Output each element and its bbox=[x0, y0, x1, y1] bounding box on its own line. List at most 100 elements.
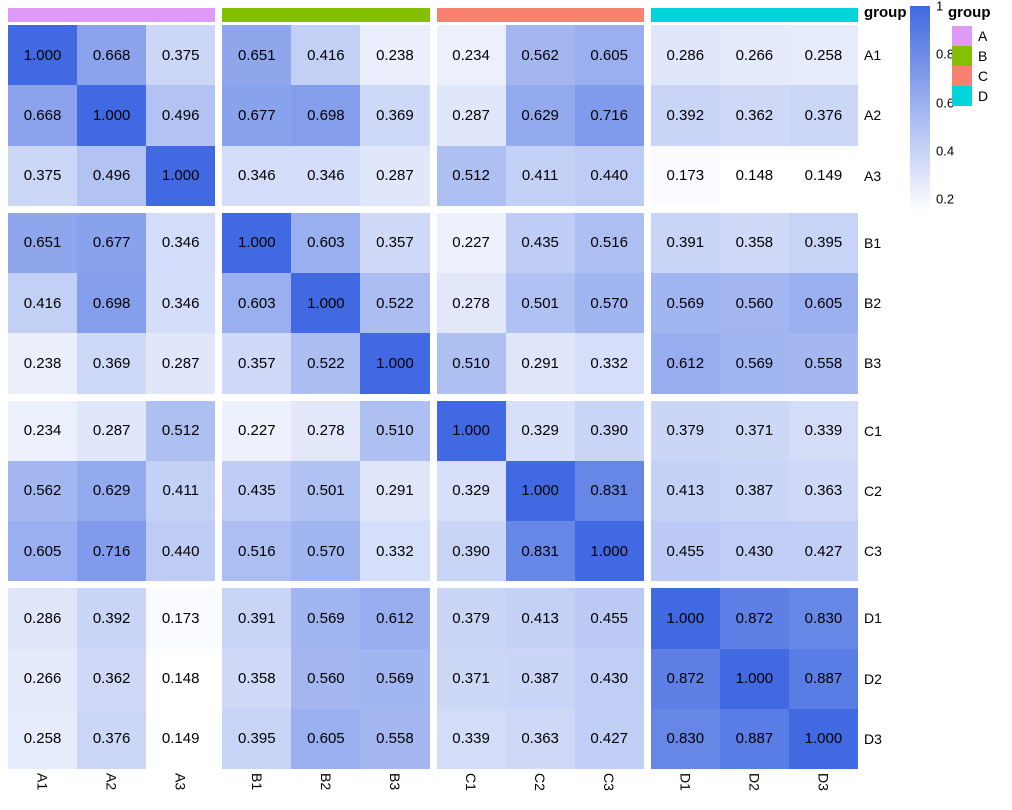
row-label-group: A1 A2 A3 bbox=[864, 25, 908, 206]
column-label: D2 bbox=[720, 773, 789, 807]
heatmap-cell: 0.392 bbox=[650, 85, 720, 146]
heatmap-cell: 0.560 bbox=[719, 273, 789, 334]
heatmap-cell: 0.173 bbox=[146, 588, 216, 649]
heatmap-cell: 0.830 bbox=[650, 708, 720, 769]
heatmap-cell: 0.569 bbox=[650, 273, 720, 334]
column-label: C3 bbox=[575, 773, 644, 807]
column-label-text: D1 bbox=[677, 773, 694, 791]
heatmap-cell: 1.000 bbox=[291, 273, 361, 334]
heatmap-cell: 0.332 bbox=[360, 521, 430, 582]
heatmap-cell: 0.522 bbox=[291, 333, 361, 394]
heatmap-cell: 1.000 bbox=[146, 145, 216, 206]
heatmap-cell: 0.390 bbox=[574, 400, 644, 461]
heatmap-cell: 0.392 bbox=[77, 588, 147, 649]
heatmap-cell: 0.346 bbox=[146, 212, 216, 273]
heatmap-cell: 0.603 bbox=[222, 273, 292, 334]
heatmap-cell: 0.831 bbox=[574, 460, 644, 521]
heatmap-cell: 0.258 bbox=[8, 708, 78, 769]
heatmap-cell: 0.698 bbox=[291, 85, 361, 146]
heatmap-block: 0.234 0.287 0.512 0.562 0.629 0.411 0.605 0.716… bbox=[8, 400, 216, 582]
heatmap-cell: 0.605 bbox=[8, 521, 78, 582]
heatmap-cell: 0.569 bbox=[719, 333, 789, 394]
heatmap-cell: 0.435 bbox=[222, 460, 292, 521]
column-label-text: A1 bbox=[34, 773, 51, 791]
heatmap-cell: 0.440 bbox=[146, 521, 216, 582]
heatmap-cell: 0.440 bbox=[574, 145, 644, 206]
heatmap-cell: 0.887 bbox=[788, 648, 858, 709]
row-label-group: B1 B2 B3 bbox=[864, 213, 908, 394]
heatmap-cell: 0.560 bbox=[291, 648, 361, 709]
heatmap-cell: 0.455 bbox=[650, 521, 720, 582]
heatmap-cell: 0.234 bbox=[436, 25, 506, 86]
heatmap-cell: 0.605 bbox=[574, 25, 644, 86]
heatmap-cell: 0.612 bbox=[360, 588, 430, 649]
legend-item: C bbox=[952, 66, 991, 86]
column-label: B3 bbox=[360, 773, 429, 807]
heatmap-cell: 0.411 bbox=[146, 460, 216, 521]
row-labels: A1 A2 A3 B1 B2 B3 C1 C2 C3 D1 D2 D3 bbox=[864, 25, 908, 769]
heatmap-cell: 1.000 bbox=[436, 400, 506, 461]
column-label-text: D3 bbox=[815, 773, 832, 791]
row-label: A3 bbox=[864, 167, 882, 184]
heatmap-block: 0.651 0.416 0.238 0.677 0.698 0.369 0.346 0.346… bbox=[222, 25, 430, 206]
heatmap-cell: 0.339 bbox=[436, 708, 506, 769]
heatmap-cell: 0.430 bbox=[574, 648, 644, 709]
row-label: C2 bbox=[864, 482, 882, 499]
heatmap-cell: 0.332 bbox=[574, 333, 644, 394]
heatmap-cell: 1.000 bbox=[719, 648, 789, 709]
heatmap-cell: 0.278 bbox=[436, 273, 506, 334]
heatmap-cell: 0.831 bbox=[505, 521, 575, 582]
heatmap-cell: 0.369 bbox=[360, 85, 430, 146]
heatmap-cell: 0.510 bbox=[436, 333, 506, 394]
legend-swatch bbox=[952, 86, 972, 106]
heatmap-cell: 0.258 bbox=[788, 25, 858, 86]
heatmap-cell: 0.387 bbox=[505, 648, 575, 709]
heatmap-cell: 1.000 bbox=[505, 460, 575, 521]
heatmap-cell: 0.612 bbox=[650, 333, 720, 394]
colorbar-tick-label: 1 bbox=[936, 0, 944, 14]
annotation-segment-b bbox=[222, 8, 430, 22]
heatmap-cell: 0.510 bbox=[360, 400, 430, 461]
legend-item-label: C bbox=[978, 68, 989, 84]
heatmap-cell: 1.000 bbox=[222, 212, 292, 273]
heatmap-block: 0.379 0.413 0.455 0.371 0.387 0.430 0.339 0.363… bbox=[436, 588, 644, 769]
column-label-text: C2 bbox=[532, 773, 549, 791]
heatmap-cell: 0.562 bbox=[8, 460, 78, 521]
row-label: D1 bbox=[864, 610, 882, 627]
heatmap-cell: 0.570 bbox=[291, 521, 361, 582]
column-label-group: B1 B2 B3 bbox=[222, 773, 429, 807]
heatmap-cell: 0.496 bbox=[77, 145, 147, 206]
heatmap-cell: 0.516 bbox=[222, 521, 292, 582]
heatmap-cell: 0.346 bbox=[222, 145, 292, 206]
column-label-text: C1 bbox=[463, 773, 480, 791]
heatmap-block: 0.379 0.371 0.339 0.413 0.387 0.363 0.455 0.430… bbox=[650, 400, 858, 582]
column-label-text: B2 bbox=[317, 773, 334, 791]
legend-item: D bbox=[952, 86, 991, 106]
heatmap-cell: 0.363 bbox=[505, 708, 575, 769]
heatmap-cell: 0.516 bbox=[574, 212, 644, 273]
column-label-text: B3 bbox=[386, 773, 403, 791]
heatmap-cell: 0.371 bbox=[719, 400, 789, 461]
heatmap-block: 1.000 0.668 0.375 0.668 1.000 0.496 0.375 0.496… bbox=[8, 25, 216, 206]
heatmap-cell: 0.569 bbox=[291, 588, 361, 649]
heatmap-cell: 0.227 bbox=[436, 212, 506, 273]
annotation-segment-a bbox=[8, 8, 216, 22]
heatmap-cell: 0.238 bbox=[360, 25, 430, 86]
column-label: A2 bbox=[77, 773, 146, 807]
heatmap-block: 1.000 0.872 0.830 0.872 1.000 0.887 0.830 0.887… bbox=[650, 588, 858, 769]
heatmap-block: 1.000 0.603 0.357 0.603 1.000 0.522 0.357 0.522… bbox=[222, 212, 430, 394]
heatmap-cell: 0.339 bbox=[788, 400, 858, 461]
heatmap: 1.000 0.668 0.375 0.668 1.000 0.496 0.375 0.496… bbox=[8, 25, 858, 769]
column-label-group: C1 C2 C3 bbox=[437, 773, 644, 807]
heatmap-row-block: 0.286 0.392 0.173 0.266 0.362 0.148 0.258 0.376… bbox=[8, 588, 858, 769]
heatmap-cell: 0.668 bbox=[8, 85, 78, 146]
heatmap-cell: 0.149 bbox=[146, 708, 216, 769]
row-label: D3 bbox=[864, 730, 882, 747]
heatmap-cell: 0.496 bbox=[146, 85, 216, 146]
heatmap-cell: 1.000 bbox=[77, 85, 147, 146]
annotation-segment-c bbox=[436, 8, 644, 22]
heatmap-cell: 0.427 bbox=[788, 521, 858, 582]
